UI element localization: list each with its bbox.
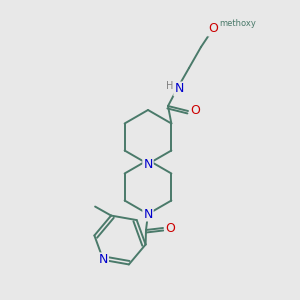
Text: O: O <box>208 22 218 35</box>
Text: N: N <box>174 82 184 95</box>
Text: H: H <box>166 81 174 91</box>
Text: O: O <box>165 221 175 235</box>
Text: N: N <box>143 208 153 220</box>
Text: N: N <box>143 158 153 170</box>
Text: methoxy: methoxy <box>220 19 256 28</box>
Text: N: N <box>99 254 108 266</box>
Text: O: O <box>190 104 200 118</box>
